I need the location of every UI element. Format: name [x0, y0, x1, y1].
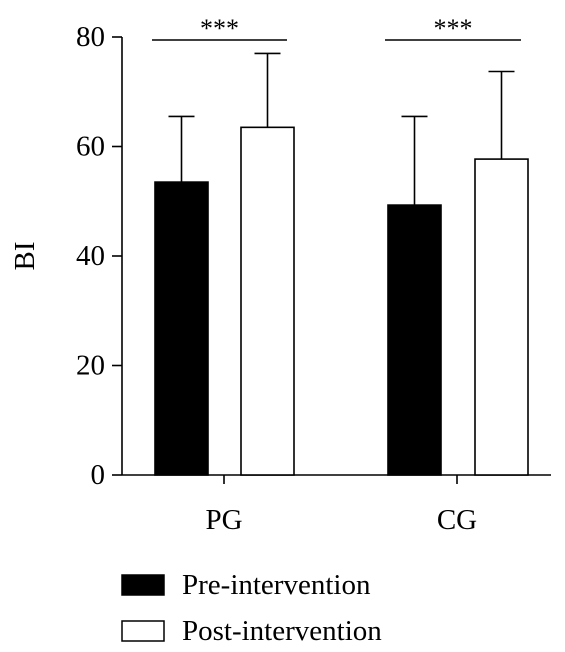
y-tick-label-0: 0: [91, 459, 106, 491]
legend: Pre-intervention Post-intervention: [121, 569, 382, 647]
bar-pg-pre-intervention: [154, 181, 209, 476]
legend-swatch-post-intervention: [121, 620, 165, 642]
y-tick-label-40: 40: [76, 240, 105, 272]
y-tick-label-20: 20: [76, 350, 105, 382]
significance-label-pg: ***: [200, 14, 239, 43]
bar-cg-post-intervention: [474, 158, 529, 476]
x-tick-label-cg: CG: [437, 504, 477, 536]
y-axis-label: BI: [9, 242, 41, 271]
significance-label-cg: ***: [434, 14, 473, 43]
y-tick-label-60: 60: [76, 131, 105, 163]
bar-cg-pre-intervention: [387, 204, 442, 476]
y-tick-label-80: 80: [76, 21, 105, 53]
legend-swatch-pre-intervention: [121, 574, 165, 596]
bar-pg-post-intervention: [240, 126, 295, 476]
legend-label-pre-intervention: Pre-intervention: [182, 569, 371, 601]
legend-label-post-intervention: Post-intervention: [182, 615, 382, 647]
x-tick-label-pg: PG: [205, 504, 242, 536]
plot-area: 0 20 40 60 80 PG *** CG ***: [76, 14, 551, 536]
